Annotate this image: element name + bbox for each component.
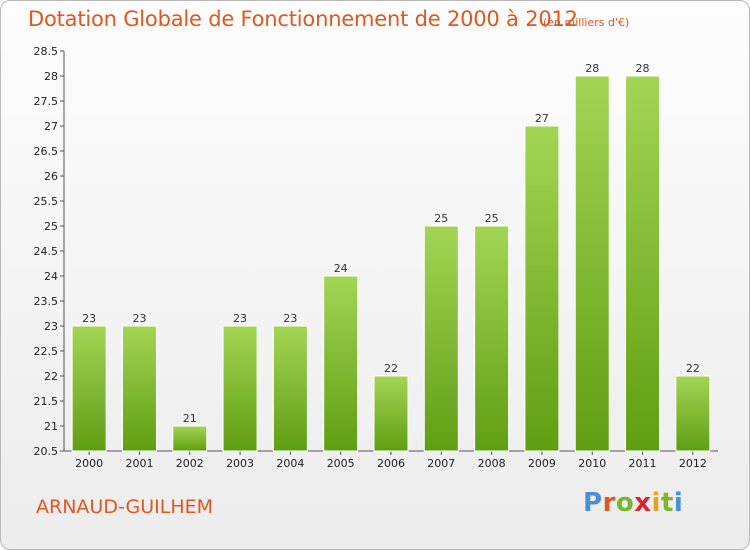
bar-data-label: 23 [233,312,247,325]
x-tick-label: 2010 [578,457,606,470]
y-tick-label: 28 [44,70,58,83]
x-tick-label: 2002 [176,457,204,470]
x-tick-label: 2005 [327,457,355,470]
bar [71,325,107,452]
bar [222,325,258,452]
y-tick-label: 28.5 [34,45,59,58]
x-tick-label: 2003 [226,457,254,470]
bar-data-label: 22 [686,362,700,375]
bar [272,325,308,452]
bar [625,75,661,452]
y-tick-label: 23 [44,320,58,333]
logo-letter: o [615,488,635,518]
bar [172,425,208,452]
commune-name: ARNAUD-GUILHEM [36,496,214,518]
logo-letter: P [583,488,603,518]
y-tick-label: 22.5 [34,345,59,358]
y-tick-label: 25 [44,220,58,233]
y-tick-label: 27.5 [34,95,59,108]
bar [524,125,560,452]
y-tick-label: 24.5 [34,245,59,258]
x-tick-label: 2006 [377,457,405,470]
bar-data-label: 23 [283,312,297,325]
y-tick-label: 20.5 [34,445,59,458]
bar-data-label: 24 [334,262,348,275]
x-tick-label: 2001 [125,457,153,470]
bar [121,325,157,452]
bar-data-label: 25 [485,212,499,225]
logo-letter: r [602,488,616,518]
y-tick-label: 21.5 [34,395,59,408]
y-tick-label: 22 [44,370,58,383]
bar-data-label: 23 [132,312,146,325]
bar-data-label: 23 [82,312,96,325]
x-tick-label: 2008 [478,457,506,470]
y-tick-label: 27 [44,120,58,133]
bar-data-label: 22 [384,362,398,375]
bar-data-label: 28 [636,62,650,75]
x-tick-label: 2007 [427,457,455,470]
y-tick-label: 25.5 [34,195,59,208]
y-tick-label: 26 [44,170,58,183]
y-tick-label: 23.5 [34,295,59,308]
bar-data-label: 28 [585,62,599,75]
bar [373,375,409,452]
bar-data-label: 21 [183,412,197,425]
logo-letter: x [634,488,652,518]
proxiti-logo[interactable]: Proxiti [583,488,683,518]
logo-letter: i [673,488,684,518]
bar [574,75,610,452]
bar [423,225,459,452]
y-tick-label: 24 [44,270,58,283]
bar-data-label: 27 [535,112,549,125]
chart-title: Dotation Globale de Fonctionnement de 20… [28,7,578,31]
y-tick-label: 26.5 [34,145,59,158]
logo-letter: i [651,488,661,518]
logo-letter: t [660,488,674,518]
bar-data-label: 25 [434,212,448,225]
x-tick-label: 2004 [276,457,304,470]
x-tick-label: 2012 [679,457,707,470]
x-tick-label: 2011 [629,457,657,470]
bar [474,225,510,452]
chart-subtitle: (en milliers d'€) [543,16,630,29]
y-tick-label: 21 [44,420,58,433]
x-tick-label: 2009 [528,457,556,470]
bar [323,275,359,452]
x-tick-label: 2000 [75,457,103,470]
bar [675,375,711,452]
